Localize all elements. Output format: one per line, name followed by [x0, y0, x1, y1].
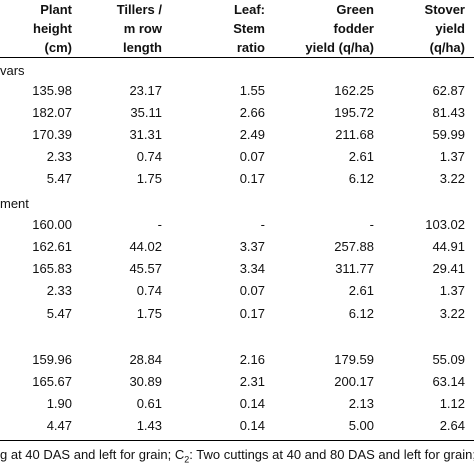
table-cell: 2.33 — [46, 149, 72, 164]
table-cell: 3.34 — [239, 261, 265, 276]
table-row: 160.00 - - - 103.02 — [0, 214, 474, 236]
table-cell: 165.83 — [32, 261, 72, 276]
table-cell: - — [260, 217, 265, 232]
table-cell: 257.88 — [334, 239, 374, 254]
table-cell: 23.17 — [129, 83, 162, 98]
table-row: 165.83 45.57 3.34 311.77 29.41 — [0, 258, 474, 280]
header-green-fodder-yield: Green fodder yield (q/ha) — [305, 2, 374, 55]
table-cell: 3.37 — [239, 239, 265, 254]
header-leaf-stem-ratio: Leaf: Stem ratio — [233, 2, 265, 55]
table-row: 5.47 1.75 0.17 6.12 3.22 — [0, 168, 474, 190]
table-row: 2.33 0.74 0.07 2.61 1.37 — [0, 146, 474, 168]
table-cell: 0.61 — [136, 396, 162, 411]
table-row: 170.39 31.31 2.49 211.68 59.99 — [0, 124, 474, 146]
table-row: 159.96 28.84 2.16 179.59 55.09 — [0, 349, 474, 371]
table-row: 135.98 23.17 1.55 162.25 62.87 — [0, 80, 474, 102]
table-cell: 2.61 — [348, 149, 374, 164]
table-cell: 5.47 — [46, 171, 72, 186]
table-cell: 3.22 — [439, 306, 465, 321]
table-cell: 165.67 — [32, 374, 72, 389]
table-cell: 2.13 — [348, 396, 374, 411]
table-cell: 2.61 — [348, 283, 374, 298]
table-cell: 0.14 — [239, 418, 265, 433]
table-cell: 200.17 — [334, 374, 374, 389]
table-cell: 2.64 — [439, 418, 465, 433]
table-cell: 162.61 — [32, 239, 72, 254]
table-cell: 1.37 — [439, 283, 465, 298]
table-cell: 103.02 — [425, 217, 465, 232]
table-cell: 6.12 — [348, 306, 374, 321]
table-cell: 1.37 — [439, 149, 465, 164]
table-cell: 195.72 — [334, 105, 374, 120]
table-row: 2.33 0.74 0.07 2.61 1.37 — [0, 280, 474, 302]
table-row: 1.90 0.61 0.14 2.13 1.12 — [0, 393, 474, 415]
table-cell: 0.07 — [239, 283, 265, 298]
table-cell: 1.75 — [136, 171, 162, 186]
table-cell: 81.43 — [432, 105, 465, 120]
table-cell: 6.12 — [348, 171, 374, 186]
table-cell: 30.89 — [129, 374, 162, 389]
table-row: 5.47 1.75 0.17 6.12 3.22 — [0, 303, 474, 325]
table-cell: 0.07 — [239, 149, 265, 164]
header-plant-height: Plant height (cm) — [33, 2, 72, 55]
footnote: g at 40 DAS and left for grain; C2: Two … — [0, 447, 474, 465]
table-cell: 1.55 — [239, 83, 265, 98]
table-row: 162.61 44.02 3.37 257.88 44.91 — [0, 236, 474, 258]
table-cell: 159.96 — [32, 352, 72, 367]
table-cell: 63.14 — [432, 374, 465, 389]
table-cell: 211.68 — [335, 127, 374, 142]
table-cell: 2.66 — [239, 105, 265, 120]
table-cell: 44.02 — [129, 239, 162, 254]
table-cell: 135.98 — [32, 83, 72, 98]
table-cell: 162.25 — [334, 83, 374, 98]
table-cell: 1.75 — [136, 306, 162, 321]
bottom-rule — [0, 440, 474, 441]
table-cell: 0.14 — [239, 396, 265, 411]
table-cell: - — [369, 217, 374, 232]
table-row: 165.67 30.89 2.31 200.17 63.14 — [0, 371, 474, 393]
table-cell: 1.90 — [46, 396, 72, 411]
table-cell: 5.47 — [46, 306, 72, 321]
table-cell: 3.22 — [439, 171, 465, 186]
table-cell: 1.43 — [136, 418, 162, 433]
table-cell: 31.31 — [129, 127, 162, 142]
table-cell: 1.12 — [439, 396, 465, 411]
table-cell: 179.59 — [334, 352, 374, 367]
table-cell: 28.84 — [129, 352, 162, 367]
table-cell: 55.09 — [432, 352, 465, 367]
table-cell: 2.31 — [239, 374, 265, 389]
table-cell: - — [157, 217, 162, 232]
table-row: 182.07 35.11 2.66 195.72 81.43 — [0, 102, 474, 124]
table-cell: 0.74 — [136, 283, 162, 298]
table-cell: 44.91 — [432, 239, 465, 254]
table-cell: 2.16 — [239, 352, 265, 367]
table-cell: 182.07 — [32, 105, 72, 120]
table-cell: 170.39 — [32, 127, 72, 142]
table-row: 4.47 1.43 0.14 5.00 2.64 — [0, 415, 474, 437]
section-label-cultivars: vars — [0, 63, 25, 78]
table-cell: 0.17 — [239, 306, 265, 321]
header-tillers: Tillers / m row length — [116, 2, 162, 55]
table-cell: 59.99 — [432, 127, 465, 142]
table-cell: 160.00 — [32, 217, 72, 232]
table-cell: 0.74 — [136, 149, 162, 164]
table-cell: 35.11 — [130, 105, 162, 120]
table-cell: 29.41 — [432, 261, 465, 276]
table-cell: 311.77 — [335, 261, 374, 276]
section-label-treatment: ment — [0, 196, 29, 211]
table-cell: 0.17 — [239, 171, 265, 186]
table-cell: 2.49 — [239, 127, 265, 142]
header-stover-yield: Stover yield (q/ha) — [424, 2, 465, 55]
table-cell: 4.47 — [46, 418, 72, 433]
table-cell: 62.87 — [432, 83, 465, 98]
table-cell: 5.00 — [348, 418, 374, 433]
table-cell: 2.33 — [46, 283, 72, 298]
table-cell: 45.57 — [129, 261, 162, 276]
header-rule — [0, 57, 474, 58]
